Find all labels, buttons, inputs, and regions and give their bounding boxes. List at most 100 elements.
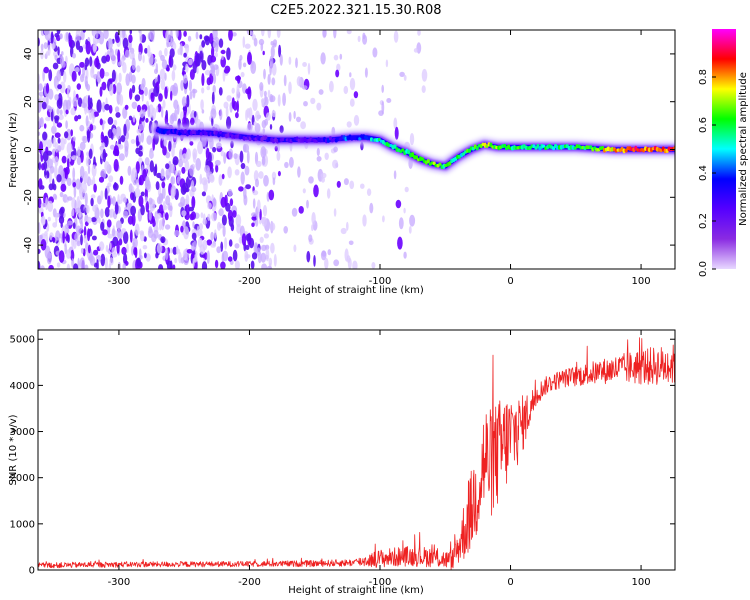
noise-blob	[232, 32, 237, 37]
noise-blob	[107, 116, 114, 125]
noise-blob	[142, 245, 148, 250]
noise-blob	[110, 132, 114, 140]
colorbar-tick-label: 0.0	[698, 261, 709, 277]
noise-blob	[84, 264, 89, 269]
noise-blob	[218, 208, 224, 217]
noise-blob	[73, 263, 79, 269]
noise-blob	[293, 110, 296, 120]
noise-blob	[72, 167, 76, 181]
noise-blob	[225, 106, 229, 118]
noise-blob	[79, 257, 85, 269]
noise-blob	[393, 117, 398, 130]
colorbar-tick-label: 0.4	[698, 165, 709, 181]
noise-blob	[231, 97, 235, 109]
noise-blob	[93, 111, 99, 117]
noise-blob	[128, 183, 133, 194]
colorbar-label: Normalized spectral amplitude	[738, 72, 749, 226]
noise-blob	[134, 187, 141, 198]
noise-blob	[235, 214, 242, 228]
noise-blob	[54, 165, 58, 179]
noise-blob	[63, 105, 68, 118]
noise-blob	[87, 164, 91, 175]
noise-blob	[278, 44, 282, 58]
noise-blob	[366, 188, 372, 196]
y-tick-label: 20	[23, 95, 34, 108]
noise-blob	[118, 153, 125, 161]
noise-blob	[261, 98, 265, 104]
noise-blob	[87, 228, 91, 242]
noise-blob	[164, 86, 168, 100]
noise-blob	[221, 55, 224, 61]
noise-blob	[195, 31, 199, 40]
noise-blob	[212, 146, 217, 153]
noise-blob	[238, 58, 242, 70]
noise-blob	[200, 99, 204, 111]
noise-blob	[251, 252, 258, 260]
noise-blob	[182, 74, 188, 84]
noise-blob	[394, 126, 399, 140]
noise-blob	[219, 108, 223, 121]
noise-blob	[245, 254, 251, 259]
noise-blob	[138, 145, 143, 151]
snr-x-ticks: -300 -200 -100 0 100	[108, 330, 651, 588]
noise-blob	[172, 264, 176, 269]
noise-blob	[320, 52, 326, 65]
noise-blob	[409, 214, 416, 227]
noise-blob	[111, 247, 117, 255]
noise-blob	[124, 49, 130, 58]
noise-blob	[218, 87, 223, 96]
noise-blob	[202, 213, 206, 225]
noise-blob	[231, 87, 235, 94]
noise-blob	[130, 205, 137, 216]
noise-blob	[149, 160, 154, 173]
noise-blob	[162, 145, 167, 156]
noise-blob	[269, 124, 273, 130]
noise-blob	[129, 88, 133, 100]
noise-blob	[103, 30, 109, 40]
noise-blob	[70, 107, 76, 116]
noise-blob	[138, 176, 142, 186]
noise-blob	[155, 213, 159, 224]
noise-blob	[139, 248, 142, 259]
noise-blob	[170, 188, 175, 200]
noise-blob	[164, 47, 168, 57]
noise-blob	[182, 182, 189, 193]
noise-blob	[131, 101, 138, 110]
noise-blob	[38, 161, 41, 171]
noise-blob	[191, 88, 198, 94]
noise-blob	[51, 125, 57, 135]
noise-blob	[74, 199, 77, 213]
noise-blob	[240, 162, 246, 170]
noise-blob	[86, 129, 91, 143]
noise-blob	[170, 90, 173, 101]
noise-blob	[43, 66, 49, 74]
noise-blob	[248, 107, 253, 120]
noise-blob	[43, 42, 48, 50]
noise-blob	[109, 83, 114, 96]
noise-blob	[113, 145, 119, 156]
snr-y-ticks: 0 1000 2000 3000 4000 5000	[10, 335, 675, 577]
noise-blob	[252, 198, 256, 209]
noise-blob	[50, 31, 54, 44]
x-tick-label: -100	[369, 577, 392, 588]
noise-blob	[242, 36, 246, 48]
noise-blob	[65, 99, 71, 111]
noise-blob	[381, 101, 385, 115]
noise-blob	[296, 116, 301, 123]
noise-blob	[38, 260, 41, 269]
noise-blob	[40, 185, 45, 190]
noise-blob	[399, 71, 405, 77]
noise-blob	[107, 195, 111, 209]
y-tick-label: 1000	[10, 519, 35, 530]
x-tick-label: 100	[632, 577, 651, 588]
noise-blob	[91, 164, 97, 177]
noise-blob	[193, 240, 197, 251]
noise-blob	[56, 174, 62, 183]
noise-blob	[276, 30, 281, 39]
noise-blob	[336, 180, 341, 188]
noise-blob	[282, 92, 286, 107]
noise-blob	[385, 59, 389, 68]
noise-blob	[169, 260, 173, 269]
spectrogram-y-axis-label: Frequency (Hz)	[8, 112, 19, 188]
